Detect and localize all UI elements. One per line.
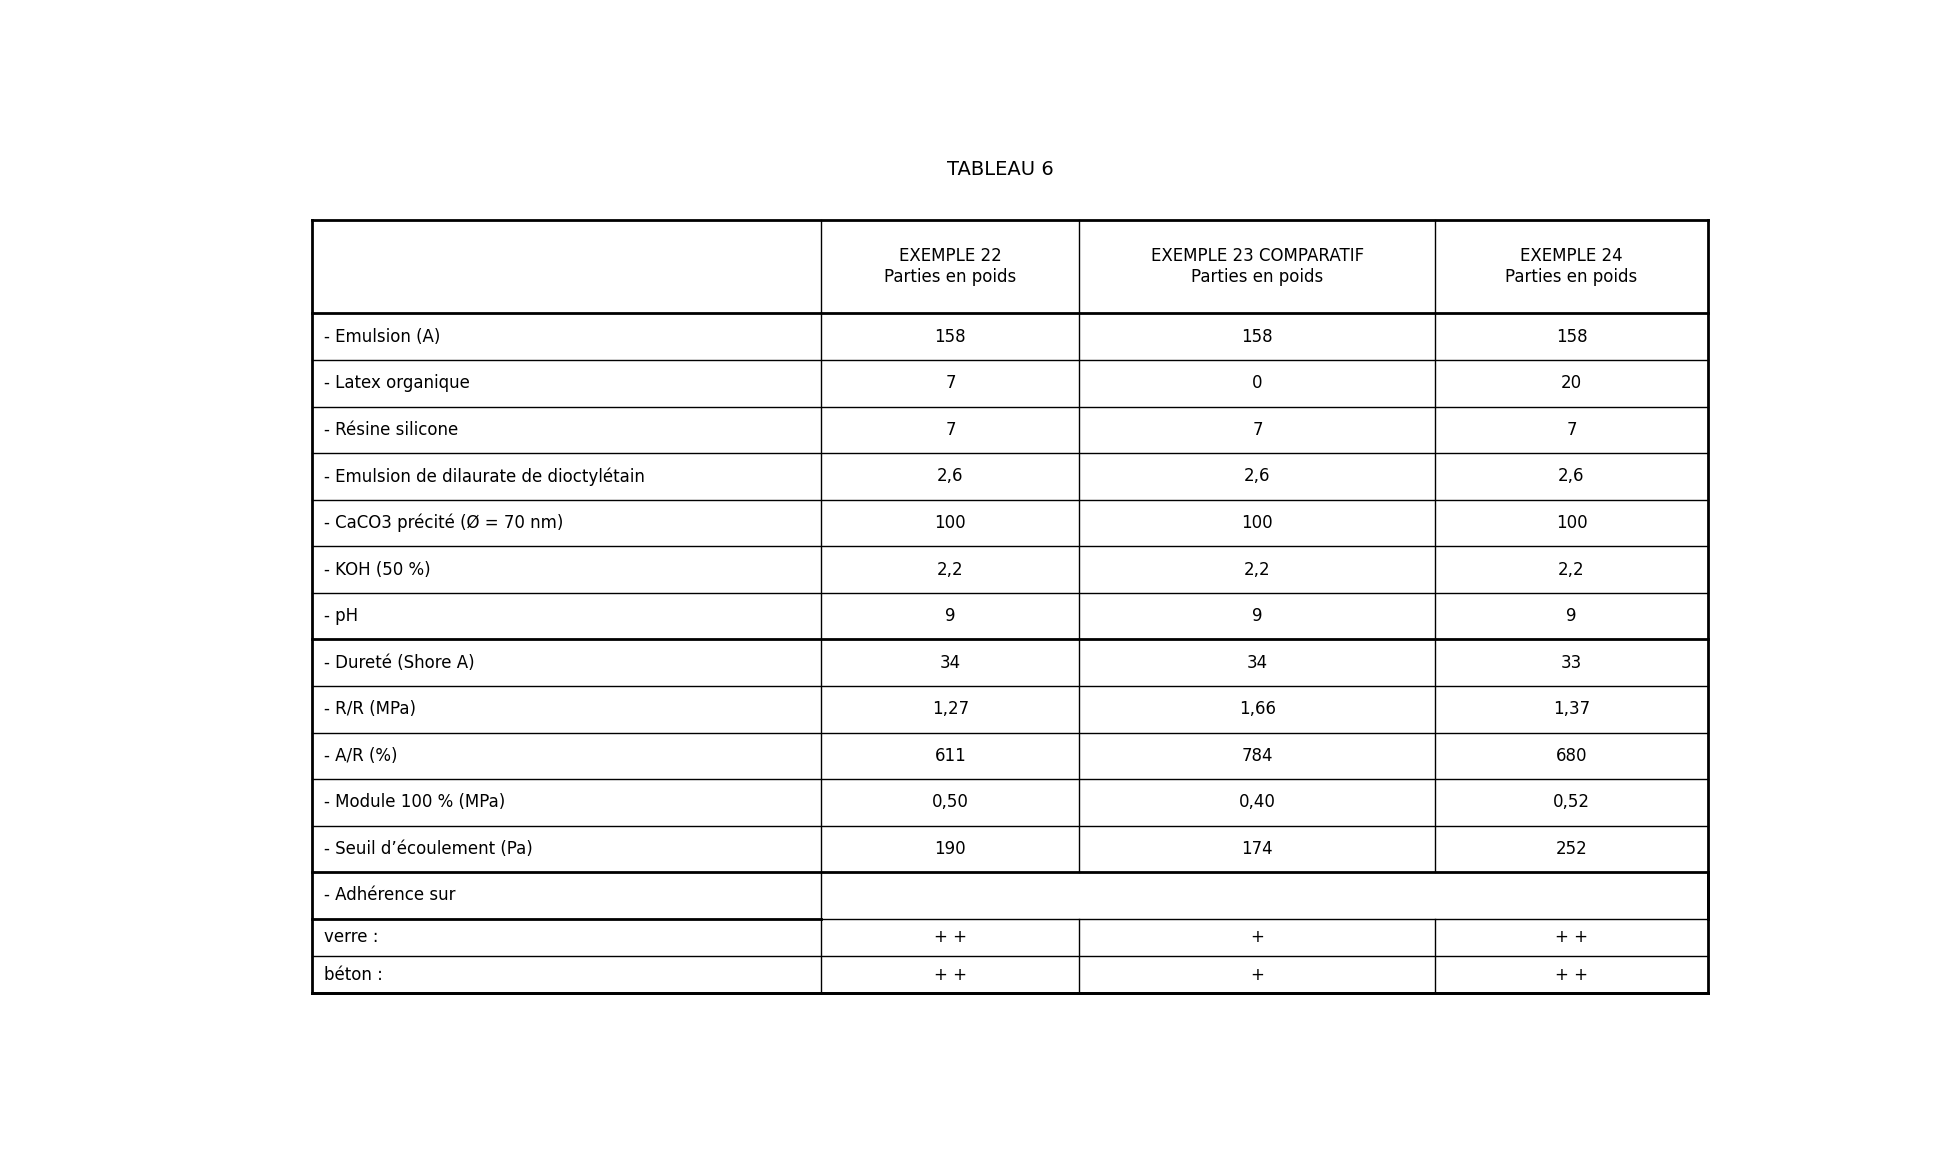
Text: EXEMPLE 22
Parties en poids: EXEMPLE 22 Parties en poids	[884, 247, 1016, 286]
Text: 0,50: 0,50	[933, 793, 970, 811]
Text: 34: 34	[1247, 653, 1268, 672]
Text: - Seuil d’écoulement (Pa): - Seuil d’écoulement (Pa)	[324, 840, 533, 857]
Text: - Emulsion (A): - Emulsion (A)	[324, 328, 441, 346]
Text: 20: 20	[1561, 374, 1582, 392]
Text: 158: 158	[935, 328, 966, 346]
Text: 190: 190	[935, 840, 966, 857]
Text: 7: 7	[944, 374, 956, 392]
Text: 100: 100	[935, 514, 966, 532]
Text: 33: 33	[1561, 653, 1582, 672]
Text: EXEMPLE 24
Parties en poids: EXEMPLE 24 Parties en poids	[1506, 247, 1637, 286]
Text: EXEMPLE 23 COMPARATIF
Parties en poids: EXEMPLE 23 COMPARATIF Parties en poids	[1151, 247, 1364, 286]
Text: 174: 174	[1241, 840, 1274, 857]
Text: 7: 7	[1253, 421, 1262, 439]
Text: 100: 100	[1555, 514, 1588, 532]
Text: - Latex organique: - Latex organique	[324, 374, 470, 392]
Text: 2,6: 2,6	[936, 467, 964, 486]
Text: - Adhérence sur: - Adhérence sur	[324, 886, 455, 905]
Text: 9: 9	[944, 607, 956, 625]
Text: 611: 611	[935, 747, 966, 765]
Text: - Dureté (Shore A): - Dureté (Shore A)	[324, 653, 474, 672]
Text: 1,37: 1,37	[1553, 700, 1590, 718]
Text: - Module 100 % (MPa): - Module 100 % (MPa)	[324, 793, 505, 811]
Text: 7: 7	[1567, 421, 1576, 439]
Text: 7: 7	[944, 421, 956, 439]
Text: 9: 9	[1567, 607, 1576, 625]
Text: 2,6: 2,6	[1559, 467, 1584, 486]
Text: 9: 9	[1253, 607, 1262, 625]
Text: 2,6: 2,6	[1245, 467, 1270, 486]
Text: 2,2: 2,2	[1559, 561, 1584, 578]
Text: 1,66: 1,66	[1239, 700, 1276, 718]
Text: - R/R (MPa): - R/R (MPa)	[324, 700, 416, 718]
Text: 158: 158	[1241, 328, 1274, 346]
Text: +: +	[1251, 966, 1264, 983]
Text: 2,2: 2,2	[936, 561, 964, 578]
Text: - A/R (%): - A/R (%)	[324, 747, 398, 765]
Text: verre :: verre :	[324, 929, 378, 946]
Text: TABLEAU 6: TABLEAU 6	[946, 160, 1054, 179]
Text: - Emulsion de dilaurate de dioctylétain: - Emulsion de dilaurate de dioctylétain	[324, 467, 646, 486]
Text: - KOH (50 %): - KOH (50 %)	[324, 561, 431, 578]
Text: 252: 252	[1555, 840, 1588, 857]
Text: 0,52: 0,52	[1553, 793, 1590, 811]
Text: - pH: - pH	[324, 607, 359, 625]
Text: + +: + +	[1555, 929, 1588, 946]
Text: - Résine silicone: - Résine silicone	[324, 421, 458, 439]
Text: +: +	[1251, 929, 1264, 946]
Text: + +: + +	[935, 966, 968, 983]
Text: 680: 680	[1555, 747, 1588, 765]
Text: 1,27: 1,27	[933, 700, 970, 718]
Text: - CaCO3 précité (Ø = 70 nm): - CaCO3 précité (Ø = 70 nm)	[324, 514, 564, 532]
Text: + +: + +	[935, 929, 968, 946]
Text: 158: 158	[1555, 328, 1588, 346]
Text: 2,2: 2,2	[1245, 561, 1270, 578]
Text: béton :: béton :	[324, 966, 382, 983]
Text: 0,40: 0,40	[1239, 793, 1276, 811]
Text: 34: 34	[940, 653, 962, 672]
Text: 0: 0	[1253, 374, 1262, 392]
Text: 784: 784	[1241, 747, 1274, 765]
Text: + +: + +	[1555, 966, 1588, 983]
Text: 100: 100	[1241, 514, 1274, 532]
